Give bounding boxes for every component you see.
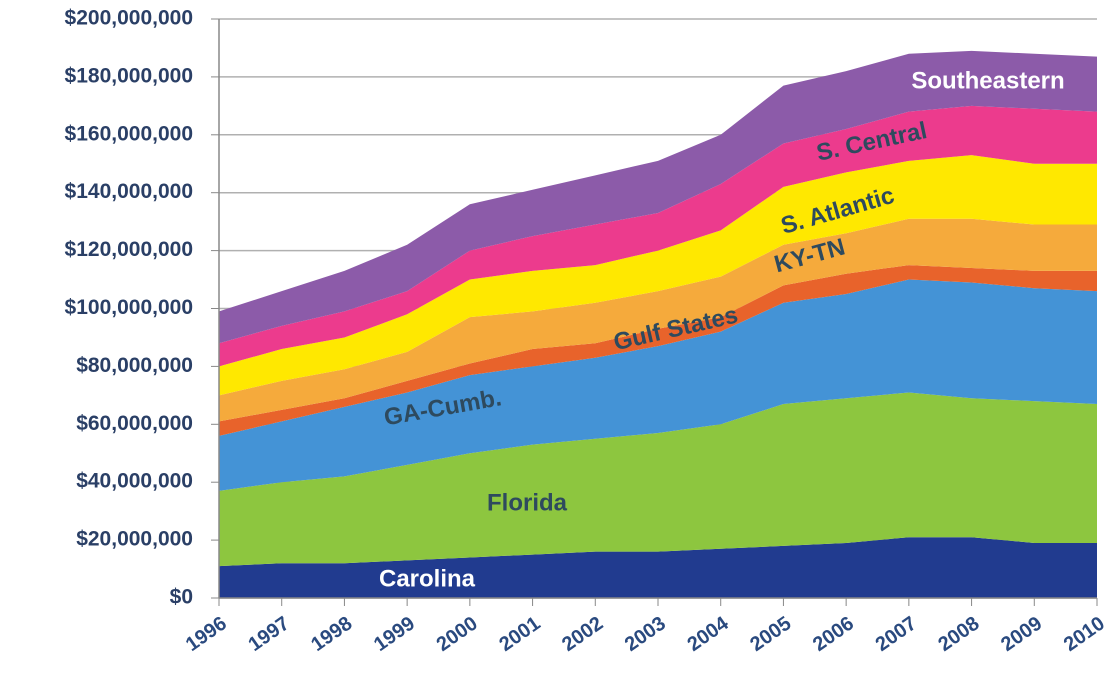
area [219,50,1097,344]
series-label: Carolina [379,565,476,592]
x-tick-label: 2009 [997,612,1046,656]
x-tick-label: 1997 [245,612,294,656]
series-label: Southeastern [911,67,1064,94]
x-tick-label: 2004 [684,612,734,656]
x-tick-label: 1996 [182,612,231,656]
y-tick-label: $180,000,000 [65,64,193,87]
x-tick-label: 2008 [934,612,983,656]
axes: $0 $20,000,000 $40,000,000 $60,000,000 $80,0… [65,7,1106,656]
area [219,105,1097,367]
x-tick-label: 2000 [433,612,482,656]
x-tick-label: 2007 [872,612,921,656]
y-tick-label: $80,000,000 [76,354,193,377]
y-tick-label: $160,000,000 [65,122,193,145]
y-tick-label: $200,000,000 [65,7,193,30]
area [219,392,1097,567]
x-tick-label: 2005 [746,612,795,656]
area [219,265,1097,436]
x-tick-label: 2006 [809,612,858,656]
x-tick-label: 2010 [1060,612,1106,656]
x-tick-label: 1998 [307,612,356,656]
series-label: Florida [487,489,568,516]
y-tick-label: $100,000,000 [65,296,193,319]
x-tick-label: 2001 [495,612,544,656]
x-tick-label: 1999 [370,612,419,656]
y-tick-label: $60,000,000 [76,412,193,435]
y-tick-label: $120,000,000 [65,238,193,261]
area [219,279,1097,491]
x-tick-label: 2002 [558,612,607,656]
areas [219,50,1097,598]
x-tick-label: 2003 [621,612,670,656]
y-tick-label: $40,000,000 [76,470,193,493]
y-tick-label: $140,000,000 [65,180,193,203]
area [219,218,1097,422]
y-tick-label: $20,000,000 [76,528,193,551]
y-tick-label: $0 [170,586,193,609]
area [219,155,1097,396]
area [219,537,1097,598]
